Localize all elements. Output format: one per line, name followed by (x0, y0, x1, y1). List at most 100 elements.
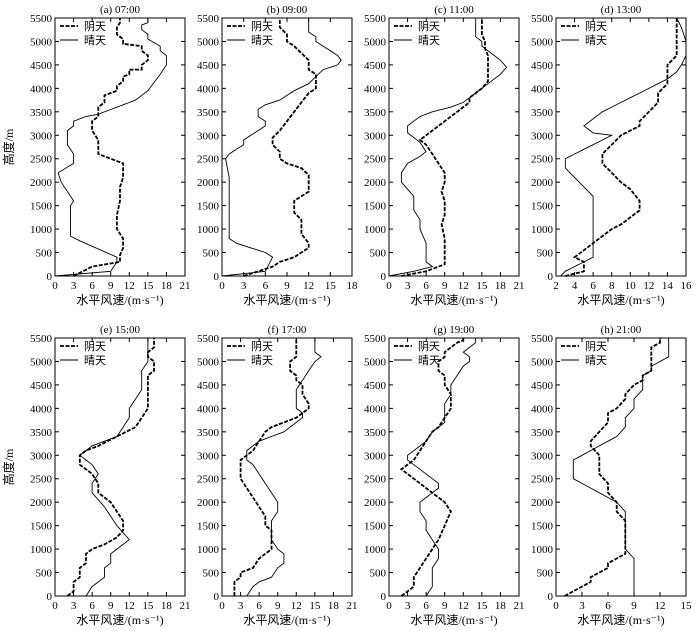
y-axis-label: 高度/m (1, 128, 16, 165)
y-tick-label: 4500 (531, 60, 554, 72)
legend-label-sunny: 晴天 (418, 354, 440, 367)
y-tick-label: 4500 (531, 380, 554, 392)
y-tick-label: 4500 (30, 60, 53, 72)
x-tick-label: 16 (681, 280, 693, 292)
y-tick-label: 2000 (197, 497, 220, 509)
y-tick-label: 500 (36, 568, 53, 580)
x-tick-label: 15 (681, 600, 693, 612)
x-tick-label: 6 (590, 280, 596, 292)
series-line-sunny (560, 17, 687, 277)
legend-label-overcast: 阴天 (418, 340, 440, 353)
y-tick-label: 3000 (531, 130, 554, 142)
x-tick-label: 15 (325, 280, 337, 292)
x-tick-label: 12 (643, 280, 654, 292)
y-tick-label: 4000 (531, 83, 554, 95)
y-tick-label: 2500 (531, 474, 554, 486)
y-tick-label: 2500 (30, 154, 53, 166)
legend-label-sunny: 晴天 (84, 34, 106, 47)
x-tick-label: 12 (458, 280, 469, 292)
x-tick-label: 14 (662, 280, 674, 292)
y-tick-label: 3000 (531, 450, 554, 462)
y-tick-label: 2500 (364, 474, 387, 486)
x-tick-label: 21 (514, 280, 525, 292)
series-line-overcast (243, 18, 317, 277)
y-tick-label: 0 (548, 591, 554, 603)
y-tick-label: 500 (537, 248, 554, 260)
legend-label-sunny: 晴天 (585, 34, 607, 47)
panel-title: (c) 11:00 (434, 4, 474, 16)
y-tick-label: 3500 (364, 427, 387, 439)
legend-label-sunny: 晴天 (585, 354, 607, 367)
y-tick-label: 5000 (531, 36, 554, 48)
panel-e: (e) 15:00 0 3 6 9 12 15 18 21 0 500 1000 1500 2000 250… (1, 324, 191, 627)
legend-label-sunny: 晴天 (251, 354, 273, 367)
x-tick-label: 10 (625, 280, 637, 292)
series-line-sunny (407, 338, 477, 597)
y-tick-label: 1000 (30, 224, 53, 236)
y-tick-label: 3000 (364, 450, 387, 462)
legend-label-overcast: 阴天 (251, 340, 273, 353)
plot-frame (388, 337, 520, 597)
y-tick-label: 4500 (197, 380, 220, 392)
series-line-sunny (79, 338, 149, 597)
y-tick-label: 5000 (30, 356, 53, 368)
x-axis-label: 水平风速/(m·s⁻¹) (577, 613, 664, 627)
x-tick-label: 15 (309, 600, 321, 612)
y-tick-label: 3500 (531, 427, 554, 439)
panel-h: (h) 21:00 0 3 6 9 12 15 0 500 1000 1500 2000 2500 300… (531, 324, 692, 627)
series-line-sunny (221, 18, 342, 277)
panel-f: (f) 17:00 0 3 6 9 12 15 18 21 0 500 1000 1500 2000 250… (197, 324, 358, 627)
x-tick-label: 15 (476, 280, 488, 292)
y-tick-label: 1500 (30, 521, 53, 533)
x-tick-label: 12 (655, 600, 666, 612)
y-tick-label: 2000 (531, 497, 554, 509)
x-tick-label: 3 (405, 280, 411, 292)
x-tick-label: 9 (284, 280, 290, 292)
plot-frame (555, 337, 687, 597)
legend-label-overcast: 阴天 (84, 340, 106, 353)
y-tick-label: 5500 (364, 333, 387, 345)
y-tick-label: 500 (203, 248, 220, 260)
panel-title: (g) 19:00 (434, 324, 475, 336)
x-tick-label: 8 (609, 280, 615, 292)
series-line-overcast (73, 18, 149, 277)
x-tick-label: 15 (142, 280, 154, 292)
x-tick-label: 2 (553, 280, 559, 292)
x-tick-label: 18 (161, 600, 173, 612)
y-tick-label: 3000 (30, 450, 53, 462)
y-tick-label: 3500 (531, 107, 554, 119)
y-tick-label: 4500 (364, 380, 387, 392)
x-tick-label: 0 (52, 600, 58, 612)
plot-frame (221, 17, 353, 277)
x-tick-label: 3 (241, 280, 247, 292)
y-tick-label: 3000 (30, 130, 53, 142)
y-tick-label: 3500 (30, 107, 53, 119)
x-tick-label: 9 (442, 600, 448, 612)
y-tick-label: 2000 (197, 177, 220, 189)
x-tick-label: 18 (161, 280, 173, 292)
x-tick-label: 21 (180, 600, 191, 612)
y-tick-label: 2500 (30, 474, 53, 486)
panel-b: (b) 09:00 0 3 6 9 12 15 18 0 500 1000 1500 2000 2500 3… (197, 4, 358, 307)
x-axis-label: 水平风速/(m·s⁻¹) (243, 613, 330, 627)
y-tick-label: 5000 (197, 356, 220, 368)
panel-g: (g) 19:00 0 3 6 9 12 15 18 21 0 500 1000 1500 2000 250… (364, 324, 525, 627)
legend-label-overcast: 阴天 (585, 20, 607, 33)
y-tick-label: 0 (214, 271, 220, 283)
panel-title: (e) 15:00 (100, 324, 141, 336)
y-tick-label: 3000 (197, 450, 220, 462)
y-tick-label: 2000 (30, 497, 53, 509)
y-tick-label: 4000 (30, 83, 53, 95)
y-tick-label: 500 (370, 568, 387, 580)
y-tick-label: 500 (203, 568, 220, 580)
y-tick-label: 0 (47, 271, 53, 283)
y-tick-label: 2500 (364, 154, 387, 166)
series-line-overcast (399, 338, 465, 597)
x-tick-label: 12 (124, 280, 135, 292)
